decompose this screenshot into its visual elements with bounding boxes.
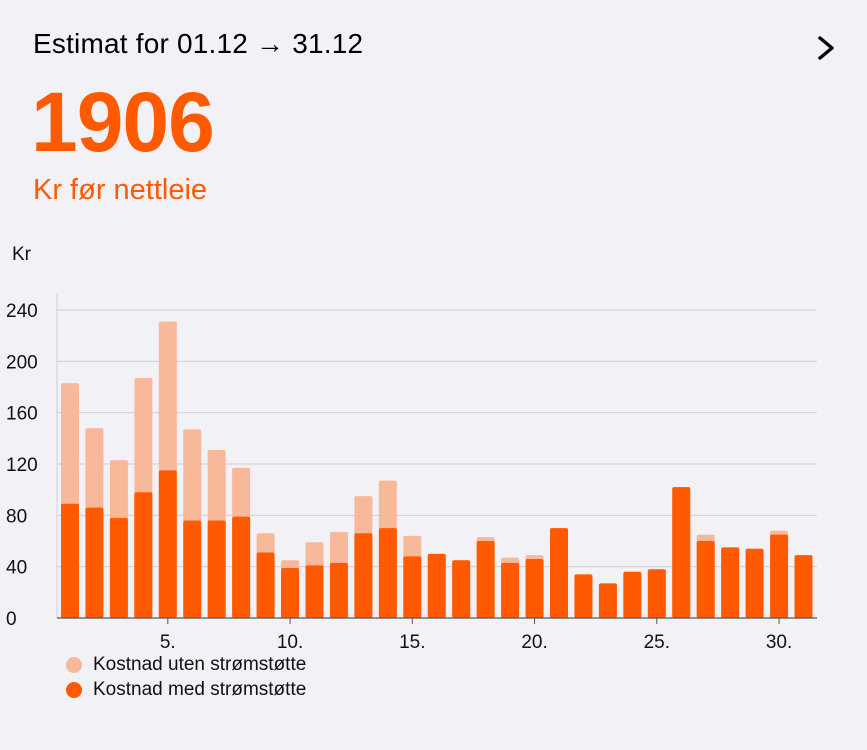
- bar-with-support: [403, 556, 422, 618]
- y-tick-label: 200: [6, 352, 38, 373]
- bar-with-support: [623, 571, 642, 618]
- bar-with-support: [85, 507, 104, 618]
- bar-with-support: [525, 558, 544, 618]
- bar-with-support: [574, 574, 593, 618]
- bar-with-support: [281, 567, 300, 618]
- bar-with-support: [770, 534, 789, 618]
- bar-with-support: [647, 569, 666, 618]
- bar-with-support: [696, 541, 715, 618]
- bar-with-support: [134, 492, 153, 618]
- estimate-value: 1906: [31, 75, 215, 169]
- y-tick-label: 40: [6, 558, 27, 579]
- legend-dot-light: [66, 656, 82, 673]
- bar-with-support: [476, 541, 495, 618]
- bar-with-support: [501, 562, 520, 618]
- y-axis-unit-label: Kr: [12, 244, 31, 265]
- bar-with-support: [207, 520, 226, 618]
- bar-with-support: [354, 533, 373, 618]
- bar-with-support: [256, 552, 275, 618]
- bar-with-support: [183, 520, 202, 618]
- y-tick-label: 120: [6, 455, 38, 476]
- legend-dot-accent: [66, 681, 82, 698]
- x-tick-label: 30.: [766, 632, 792, 650]
- y-tick-label: 240: [6, 301, 38, 322]
- bar-with-support: [378, 528, 397, 618]
- chevron-right-icon[interactable]: [814, 34, 838, 62]
- bar-with-support: [745, 548, 764, 618]
- y-tick-label: 160: [6, 404, 38, 425]
- x-tick-label: 25.: [644, 632, 670, 650]
- x-tick-label: 20.: [521, 632, 547, 650]
- legend-item-with-support: Kostnad med strømstøtte: [66, 677, 306, 702]
- bar-with-support: [672, 487, 691, 618]
- bar-with-support: [598, 583, 617, 618]
- bar-with-support: [329, 562, 348, 618]
- y-tick-label: 0: [6, 609, 17, 630]
- bar-with-support: [550, 528, 568, 618]
- y-tick-label: 80: [6, 506, 27, 527]
- bar-with-support: [794, 555, 813, 618]
- bar-with-support: [61, 503, 79, 618]
- x-tick-label: 5.: [160, 632, 176, 650]
- bar-with-support: [109, 517, 128, 618]
- legend-label: Kostnad med strømstøtte: [93, 678, 307, 700]
- x-tick-label: 15.: [399, 632, 425, 650]
- estimate-caption: Kr før nettleie: [33, 174, 208, 206]
- header-title: Estimat for 01.12 → 31.12: [33, 28, 364, 59]
- x-tick-label: 10.: [277, 632, 303, 650]
- bar-with-support: [232, 516, 251, 618]
- legend-label: Kostnad uten strømstøtte: [93, 653, 307, 675]
- bar-with-support: [452, 560, 471, 618]
- cost-bar-chart: 0 40 80 120 160 200 240 5. 10. 15. 20. 25. 30.: [6, 293, 817, 650]
- legend-item-without-support: Kostnad uten strømstøtte: [66, 652, 306, 677]
- bar-with-support: [427, 553, 446, 618]
- bar-with-support: [721, 547, 740, 618]
- bar-with-support: [158, 470, 177, 618]
- chart-legend: Kostnad uten strømstøtte Kostnad med str…: [66, 652, 306, 702]
- bar-with-support: [305, 565, 324, 618]
